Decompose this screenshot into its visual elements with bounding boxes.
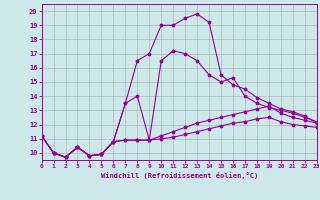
X-axis label: Windchill (Refroidissement éolien,°C): Windchill (Refroidissement éolien,°C) [100,172,258,179]
